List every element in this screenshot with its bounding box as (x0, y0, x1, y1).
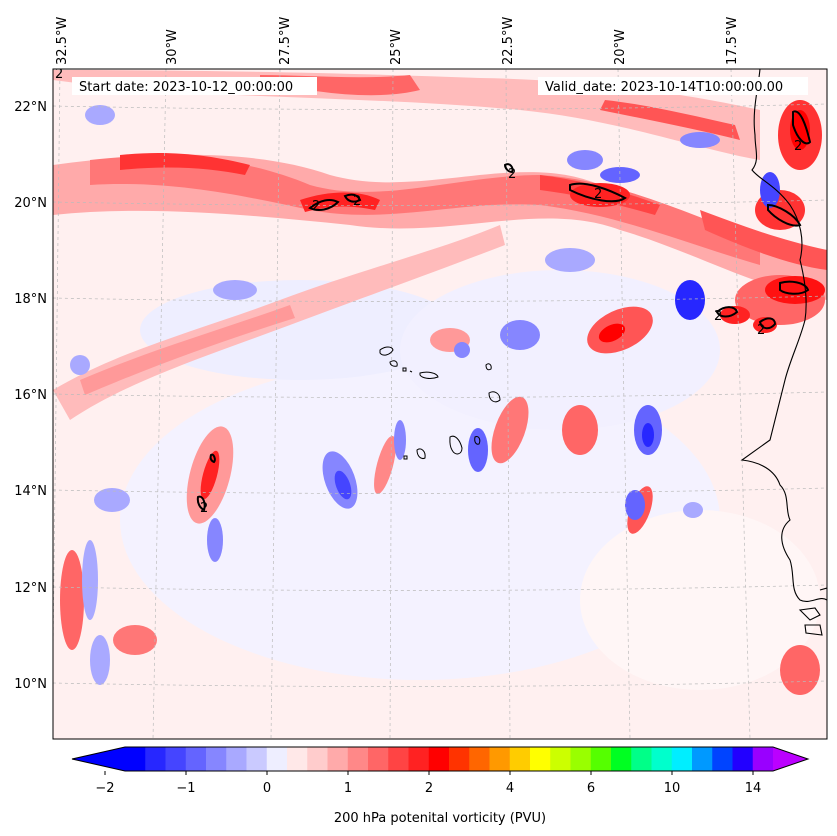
colorbar-segment (428, 747, 450, 771)
colorbar-tick-label: 6 (587, 781, 595, 796)
colorbar-segment (732, 747, 754, 771)
colorbar-segment (509, 747, 531, 771)
lat-label: 16°N (14, 388, 47, 403)
colorbar-ticks (104, 771, 754, 775)
contour-label: 2 (353, 194, 361, 209)
lon-label: 17.5°W (725, 17, 740, 65)
colorbar-tick-label: 0 (263, 781, 271, 796)
lat-label: 14°N (14, 484, 47, 499)
lon-label: 30°W (165, 29, 180, 65)
contour-label: 2 (757, 323, 765, 338)
colorbar-segment (692, 747, 713, 771)
cape-verde-islands (379, 346, 501, 460)
colorbar-segment (368, 747, 389, 771)
colorbar-segment (712, 747, 734, 771)
colorbar-segment (125, 747, 146, 771)
colorbar-segment (550, 747, 572, 771)
lat-label: 10°N (14, 677, 47, 692)
colorbar-segment (388, 747, 410, 771)
contour-label: 2 (594, 187, 602, 202)
lon-label: 27.5°W (278, 17, 293, 65)
valid-date-box (538, 77, 808, 95)
colorbar-segment (246, 747, 268, 771)
colorbar-segment (651, 747, 673, 771)
colorbar-tick-label: 10 (664, 781, 681, 796)
colorbar-over-arrow (773, 747, 808, 771)
lon-label: 22.5°W (501, 17, 516, 65)
colorbar-segment (752, 747, 774, 771)
colorbar-tick-label: 2 (425, 781, 433, 796)
colorbar-segment (570, 747, 592, 771)
colorbar-label: 200 hPa potenital vorticity (PVU) (334, 811, 546, 826)
lon-label: 20°W (613, 29, 628, 65)
colorbar-segment (287, 747, 308, 771)
colorbar-segment (327, 747, 349, 771)
graticule (53, 69, 827, 739)
lon-label: 25°W (389, 29, 404, 65)
contour-label: 2 (312, 199, 320, 214)
contour-label: 2 (794, 139, 802, 154)
lat-label: 20°N (14, 196, 47, 211)
colorbar-outline (71, 746, 810, 772)
colorbar-segment (530, 747, 551, 771)
colorbar-segment (185, 747, 207, 771)
colorbar-segment (590, 747, 612, 771)
colorbar-segment (266, 747, 288, 771)
pv-band-north-core (90, 156, 760, 265)
colorbar (71, 746, 810, 772)
colorbar-segment (408, 747, 430, 771)
lat-label: 18°N (14, 292, 47, 307)
colorbar-segment (671, 747, 693, 771)
pv-contour-labels: 2 2 2 2 2 2 2 2 2 (55, 67, 802, 516)
valid-date-text: Valid_date: 2023-10-14T10:00:00.00 (545, 80, 783, 95)
colorbar-under-arrow (72, 747, 125, 771)
map-frame (52, 68, 828, 740)
colorbar-segment (206, 747, 227, 771)
coastline (740, 69, 827, 636)
colorbar-tick-label: −2 (95, 781, 114, 796)
colorbar-segment (165, 747, 187, 771)
contour-label: 2 (714, 309, 722, 324)
colorbar-segment (489, 747, 511, 771)
colorbar-segment (449, 747, 470, 771)
colorbar-tick-label: 4 (506, 781, 514, 796)
colorbar-segment (631, 747, 653, 771)
lat-label: 12°N (14, 581, 47, 596)
colorbar-tick-label: −1 (176, 781, 195, 796)
colorbar-segment (226, 747, 248, 771)
latitude-labels: 22°N 20°N 18°N 16°N 14°N 12°N 10°N (14, 100, 47, 692)
colorbar-segment (145, 747, 167, 771)
colorbar-segment (611, 747, 632, 771)
colorbar-segment (307, 747, 329, 771)
longitude-labels: 32.5°W 30°W 27.5°W 25°W 22.5°W 20°W 17.5… (55, 17, 740, 65)
colorbar-tick-label: 1 (344, 781, 352, 796)
colorbar-tick-label: 14 (745, 781, 762, 796)
colorbar-tick-labels: −2 −1 0 1 2 4 6 10 14 (95, 781, 761, 796)
start-date-box (72, 77, 317, 95)
contour-label: 2 (508, 167, 516, 182)
colorbar-segment (469, 747, 491, 771)
start-date-text: Start date: 2023-10-12_00:00:00 (79, 80, 293, 95)
contour-label: 2 (200, 501, 208, 516)
colorbar-segment (347, 747, 369, 771)
lat-label: 22°N (14, 100, 47, 115)
pv-2-contours (196, 110, 812, 512)
contour-label: 2 (55, 67, 63, 82)
lon-label: 32.5°W (55, 17, 70, 65)
